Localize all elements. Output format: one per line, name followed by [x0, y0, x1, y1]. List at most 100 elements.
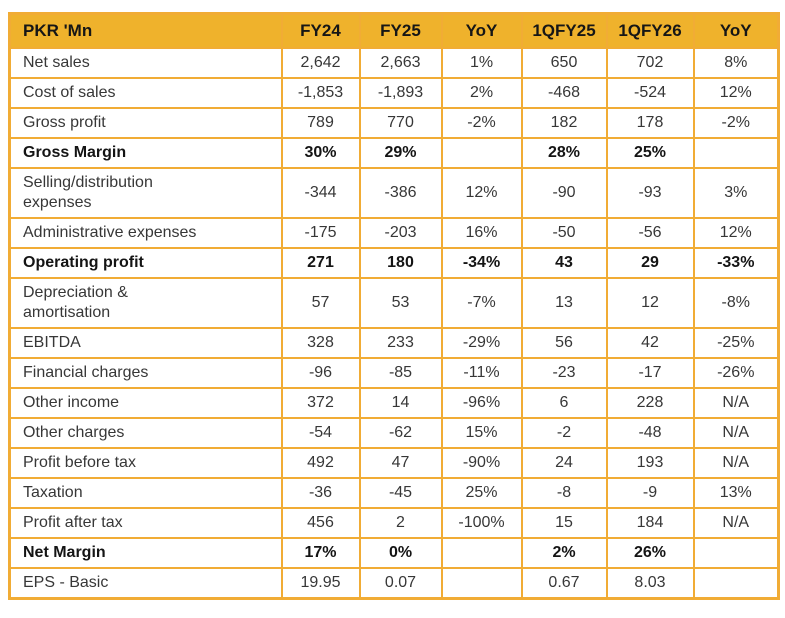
row-label: Profit after tax [8, 507, 283, 539]
cell-value: 42 [605, 327, 695, 359]
cell-value: 29% [358, 137, 443, 169]
header-row: PKR 'Mn FY24 FY25 YoY 1QFY25 1QFY26 YoY [8, 12, 780, 49]
column-header-unit: PKR 'Mn [8, 12, 283, 49]
cell-value [692, 567, 780, 600]
cell-value: 12% [692, 217, 780, 249]
cell-value: -175 [280, 217, 361, 249]
table-row: Net sales 2,642 2,663 1% 650 702 8% [8, 47, 780, 79]
cell-value: -8% [692, 277, 780, 329]
table-row: Taxation -36 -45 25% -8 -9 13% [8, 477, 780, 509]
cell-value: -45 [358, 477, 443, 509]
cell-value: 47 [358, 447, 443, 479]
cell-value: 2% [440, 77, 523, 109]
cell-value: 17% [280, 537, 361, 569]
row-label: EBITDA [8, 327, 283, 359]
cell-value: 770 [358, 107, 443, 139]
cell-value: -11% [440, 357, 523, 389]
cell-value [440, 567, 523, 600]
cell-value: 178 [605, 107, 695, 139]
financial-results-table: PKR 'Mn FY24 FY25 YoY 1QFY25 1QFY26 YoY Net sa… [8, 12, 780, 600]
column-header: FY25 [358, 12, 443, 49]
cell-value: -344 [280, 167, 361, 219]
cell-value: 29 [605, 247, 695, 279]
table-row: Operating profit 271 180 -34% 43 29 -33% [8, 247, 780, 279]
table-row: Net Margin 17% 0% 2% 26% [8, 537, 780, 569]
table-row: EBITDA 328 233 -29% 56 42 -25% [8, 327, 780, 359]
cell-value: -2% [440, 107, 523, 139]
cell-value: -96 [280, 357, 361, 389]
cell-value: -9 [605, 477, 695, 509]
cell-value: 0.07 [358, 567, 443, 600]
table-row: Gross Margin 30% 29% 28% 25% [8, 137, 780, 169]
row-label: Gross profit [8, 107, 283, 139]
table-row: Gross profit 789 770 -2% 182 178 -2% [8, 107, 780, 139]
table-row: Other income 372 14 -96% 6 228 N/A [8, 387, 780, 419]
cell-value: 0% [358, 537, 443, 569]
table-row: Profit before tax 492 47 -90% 24 193 N/A [8, 447, 780, 479]
cell-value: 25% [440, 477, 523, 509]
row-label: Administrative expenses [8, 217, 283, 249]
cell-value: 228 [605, 387, 695, 419]
cell-value: 233 [358, 327, 443, 359]
cell-value: -54 [280, 417, 361, 449]
cell-value: 6 [520, 387, 608, 419]
cell-value: 56 [520, 327, 608, 359]
cell-value: 25% [605, 137, 695, 169]
cell-value: -17 [605, 357, 695, 389]
cell-value: -7% [440, 277, 523, 329]
cell-value [692, 537, 780, 569]
row-label: Cost of sales [8, 77, 283, 109]
cell-value: 184 [605, 507, 695, 539]
row-label: Other charges [8, 417, 283, 449]
table-body: Net sales 2,642 2,663 1% 650 702 8% Cost of sal… [8, 47, 780, 600]
cell-value: 8.03 [605, 567, 695, 600]
cell-value: -48 [605, 417, 695, 449]
cell-value: 57 [280, 277, 361, 329]
cell-value: 13 [520, 277, 608, 329]
cell-value: 28% [520, 137, 608, 169]
cell-value: 12% [440, 167, 523, 219]
cell-value: -50 [520, 217, 608, 249]
cell-value: -524 [605, 77, 695, 109]
cell-value: 53 [358, 277, 443, 329]
cell-value: 8% [692, 47, 780, 79]
cell-value: -386 [358, 167, 443, 219]
cell-value: 2 [358, 507, 443, 539]
table-row: Selling/distribution expenses -344 -386 12%… [8, 167, 780, 219]
cell-value: 789 [280, 107, 361, 139]
table-row: Profit after tax 456 2 -100% 15 184 N/A [8, 507, 780, 539]
row-label: Gross Margin [8, 137, 283, 169]
row-label: Other income [8, 387, 283, 419]
cell-value: 182 [520, 107, 608, 139]
cell-value: 271 [280, 247, 361, 279]
cell-value: 1% [440, 47, 523, 79]
cell-value: 16% [440, 217, 523, 249]
cell-value [440, 137, 523, 169]
cell-value: -1,853 [280, 77, 361, 109]
cell-value: -90 [520, 167, 608, 219]
table-row: Depreciation & amortisation 57 53 -7% 13 12 -8… [8, 277, 780, 329]
cell-value: -1,893 [358, 77, 443, 109]
column-header: FY24 [280, 12, 361, 49]
cell-value: -100% [440, 507, 523, 539]
cell-value [440, 537, 523, 569]
table-row: EPS - Basic 19.95 0.07 0.67 8.03 [8, 567, 780, 600]
cell-value: -56 [605, 217, 695, 249]
cell-value: 3% [692, 167, 780, 219]
cell-value: 193 [605, 447, 695, 479]
cell-value: 15% [440, 417, 523, 449]
cell-value: -62 [358, 417, 443, 449]
cell-value: -25% [692, 327, 780, 359]
row-label: Operating profit [8, 247, 283, 279]
cell-value: -2 [520, 417, 608, 449]
cell-value: -85 [358, 357, 443, 389]
cell-value: 19.95 [280, 567, 361, 600]
row-label: Selling/distribution expenses [8, 167, 283, 219]
cell-value: 13% [692, 477, 780, 509]
cell-value: 492 [280, 447, 361, 479]
cell-value: 2,663 [358, 47, 443, 79]
cell-value: 43 [520, 247, 608, 279]
cell-value: 372 [280, 387, 361, 419]
row-label: Financial charges [8, 357, 283, 389]
